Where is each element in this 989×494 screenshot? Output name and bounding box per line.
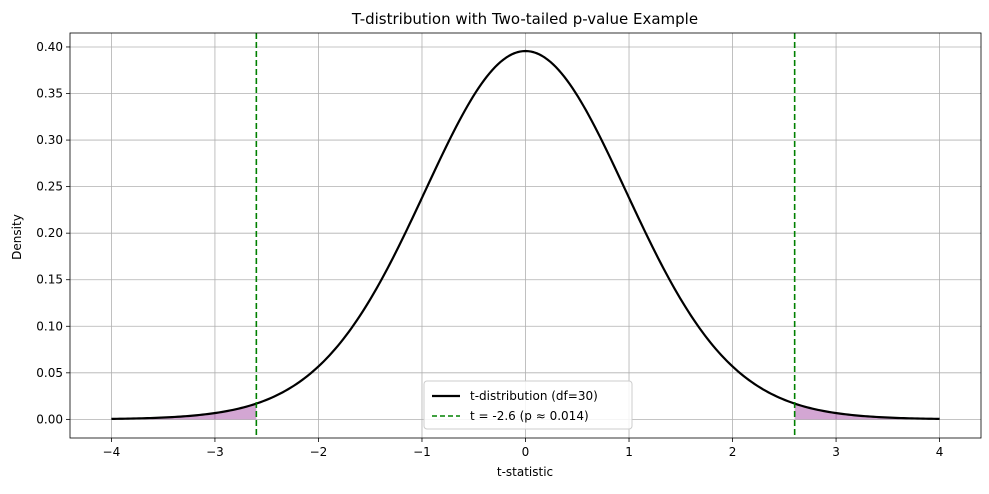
legend-box (423, 380, 633, 430)
legend-label-distribution: t-distribution (df=30) (470, 389, 598, 403)
y-tick-label: 0.05 (36, 366, 63, 380)
y-tick-label: 0.40 (36, 40, 63, 54)
y-tick-label: 0.15 (36, 273, 63, 287)
shaded-tails (111, 403, 940, 420)
x-tick-label: −4 (103, 445, 121, 459)
y-tick-label: 0.35 (36, 87, 63, 101)
chart-title: T-distribution with Two-tailed p-value E… (351, 10, 698, 28)
x-tick-label: 2 (729, 445, 737, 459)
series-lines (111, 49, 940, 420)
y-axis-label: Density (10, 214, 24, 260)
x-tick-label: −1 (413, 445, 431, 459)
x-axis-label: t-statistic (497, 465, 553, 479)
legend: t-distribution (df=30) t = -2.6 (p ≈ 0.0… (423, 380, 633, 430)
legend-label-t-statistic: t = -2.6 (p ≈ 0.014) (470, 409, 589, 423)
t-statistic-lines (255, 33, 796, 438)
x-tick-label: −3 (206, 445, 224, 459)
x-tick-label: −2 (310, 445, 328, 459)
x-tick-label: 3 (832, 445, 840, 459)
y-tick-label: 0.00 (36, 412, 63, 426)
y-axis-ticks: 0.00 0.05 0.10 0.15 0.20 0.25 0.30 0.35 0.40 (36, 40, 70, 426)
p-value-tail-area (111, 403, 257, 420)
x-tick-label: 4 (936, 445, 944, 459)
x-tick-label: 1 (625, 445, 633, 459)
x-axis-ticks: −4 −3 −2 −1 0 1 2 3 4 (103, 438, 944, 459)
p-value-tail-area (794, 403, 940, 420)
series-line-t-distribution (111, 49, 940, 420)
y-tick-label: 0.30 (36, 133, 63, 147)
y-tick-label: 0.10 (36, 319, 63, 333)
y-tick-label: 0.25 (36, 180, 63, 194)
x-tick-label: 0 (522, 445, 530, 459)
y-tick-label: 0.20 (36, 226, 63, 240)
